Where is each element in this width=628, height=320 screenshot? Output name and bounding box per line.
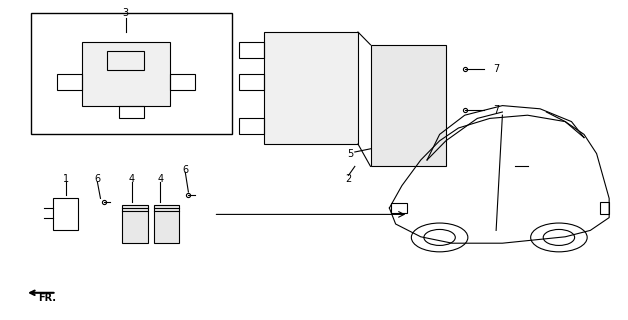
Bar [239,42,264,58]
Bar [239,74,264,90]
Text: 7: 7 [493,64,499,74]
Text: 3: 3 [122,8,129,18]
Bar [57,74,82,90]
Bar [107,51,144,70]
Text: 5: 5 [347,148,354,159]
Text: 2: 2 [345,174,352,184]
Bar [122,205,148,243]
Text: 4: 4 [129,174,135,184]
Text: FR.: FR. [38,292,56,303]
Bar [154,205,179,243]
Text: 1: 1 [63,174,69,184]
Bar [53,198,78,230]
Text: 4: 4 [157,174,163,184]
Bar [371,45,446,166]
Bar [119,106,144,118]
Bar [264,32,358,144]
Bar [600,202,609,214]
Bar [82,42,170,106]
Bar [239,118,264,134]
Bar [391,203,407,213]
Bar [170,74,195,90]
Bar [31,13,232,134]
Text: 7: 7 [493,105,499,116]
Text: 6: 6 [182,164,188,175]
Text: 6: 6 [94,174,100,184]
